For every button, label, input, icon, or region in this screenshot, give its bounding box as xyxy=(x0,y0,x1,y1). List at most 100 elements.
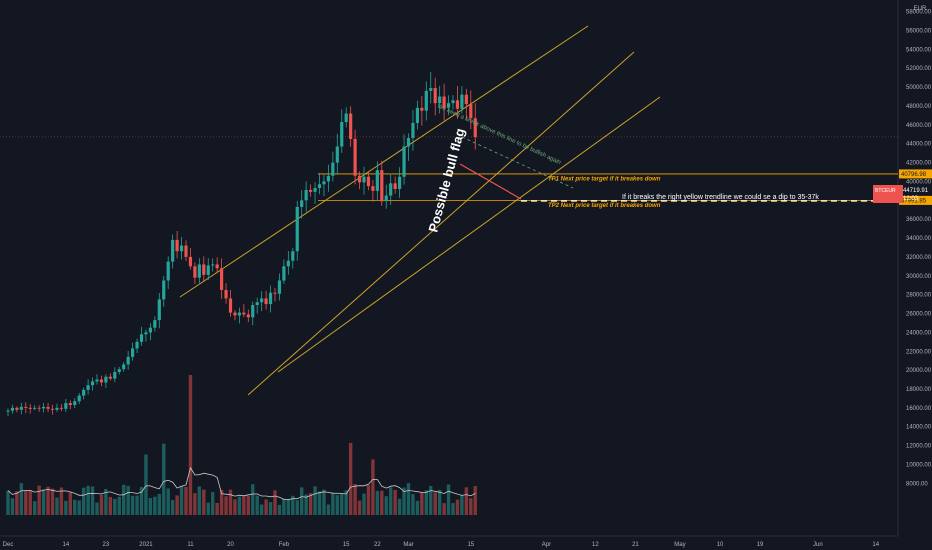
volume-bar xyxy=(406,483,411,515)
flag-trend-line xyxy=(459,163,522,200)
break-line xyxy=(461,136,574,189)
candle-body xyxy=(162,280,166,300)
volume-bar xyxy=(46,486,50,515)
candle-body xyxy=(451,100,455,104)
price-tick-label: 54000.00 xyxy=(906,47,932,53)
candle-body xyxy=(28,407,32,409)
candle-body xyxy=(90,381,95,386)
volume-bar xyxy=(415,500,420,515)
volume-bar xyxy=(282,498,286,515)
volume-bar xyxy=(308,493,313,515)
volume-bar xyxy=(95,502,99,515)
volume-bar xyxy=(139,486,144,515)
candle-body xyxy=(446,103,451,108)
volume-bar xyxy=(277,504,282,515)
volume-bar xyxy=(353,484,357,515)
volume-bar xyxy=(193,493,197,515)
price-tick-label: 48000.00 xyxy=(906,104,932,110)
candle-body xyxy=(42,406,46,409)
price-tick-label: 14000.00 xyxy=(906,425,932,431)
volume-bar xyxy=(224,496,228,515)
candle-body xyxy=(50,408,55,410)
candle-body xyxy=(237,312,241,316)
candle-body xyxy=(55,407,59,410)
price-tick-label: 10000.00 xyxy=(906,462,932,468)
candle-body xyxy=(260,298,264,303)
volume-bar xyxy=(291,495,295,515)
volume-bar xyxy=(148,498,153,515)
candle-body xyxy=(211,264,215,266)
volume-bar xyxy=(219,489,224,515)
volume-bar xyxy=(170,500,175,515)
volume-bar xyxy=(68,492,72,515)
candle-body xyxy=(86,385,90,390)
volume-bar xyxy=(451,503,455,515)
volume-bar xyxy=(340,493,344,515)
candle-body xyxy=(300,200,304,207)
candle-body xyxy=(251,305,255,318)
volume-bar xyxy=(122,484,126,515)
price-axis[interactable]: 8000.00 10000.00 12000.00 14000.00 16000.00 1… xyxy=(906,0,932,487)
candle-body xyxy=(357,175,362,183)
volume-bar xyxy=(126,485,130,515)
candle-body xyxy=(335,146,339,163)
candle-body xyxy=(6,410,10,412)
candle-body xyxy=(429,88,433,91)
volume-bar xyxy=(317,491,322,515)
candle-body xyxy=(291,251,295,261)
target-price-badge xyxy=(899,195,932,205)
candle-body xyxy=(389,183,393,196)
volume-bar xyxy=(162,443,166,515)
candle-body xyxy=(402,146,406,177)
candle-body xyxy=(233,312,237,316)
candle-body xyxy=(406,138,411,147)
volume-bar xyxy=(322,489,326,515)
candle-body xyxy=(242,312,246,315)
volume-bar xyxy=(331,492,335,515)
volume-bar xyxy=(348,442,353,515)
volume-bar xyxy=(206,502,210,515)
volume-bar xyxy=(397,498,402,515)
volume-bar xyxy=(433,492,437,515)
candle-body xyxy=(144,332,148,335)
volume-bar xyxy=(437,489,442,515)
candle-body xyxy=(295,206,299,252)
volume-bar xyxy=(313,486,317,515)
candle-body xyxy=(366,176,371,187)
time-tick-label: 21 xyxy=(632,542,639,548)
candle-body xyxy=(433,88,437,104)
dip-note-label: If it breaks the right yellow trendline … xyxy=(622,194,819,201)
candle-body xyxy=(139,334,144,342)
time-tick-label: 22 xyxy=(374,542,381,548)
volume-bar xyxy=(366,485,371,515)
volume-bar xyxy=(10,498,15,515)
time-tick-label: 14 xyxy=(63,542,70,548)
candle-body xyxy=(371,186,375,191)
candle-body xyxy=(117,369,121,373)
candle-body xyxy=(33,407,37,409)
volume-bar xyxy=(357,500,362,515)
volume-bar xyxy=(28,490,32,515)
price-tick-label: 16000.00 xyxy=(906,406,932,412)
time-tick-label: May xyxy=(674,542,685,548)
price-tick-label: 46000.00 xyxy=(906,123,932,129)
candle-body xyxy=(384,195,388,202)
time-axis[interactable]: Dec 14 23 2021 11 20 Feb 15 22 Mar 15 Apr 12 21 May 10 1… xyxy=(3,542,880,548)
time-tick-label: Dec xyxy=(3,542,14,548)
candle-body xyxy=(455,100,460,109)
candle-body xyxy=(10,407,15,411)
volume-bar xyxy=(113,498,117,515)
candle-body xyxy=(24,406,28,408)
candle-body xyxy=(59,407,63,409)
candle-body xyxy=(99,379,104,383)
volume-bar xyxy=(469,498,473,515)
volume-bar xyxy=(237,496,242,515)
candle-body xyxy=(135,341,139,349)
volume-bar xyxy=(326,504,331,515)
candle-body xyxy=(157,299,161,321)
candle-body xyxy=(228,298,233,313)
candle-body xyxy=(380,170,384,202)
price-tick-label: 36000.00 xyxy=(906,217,932,223)
